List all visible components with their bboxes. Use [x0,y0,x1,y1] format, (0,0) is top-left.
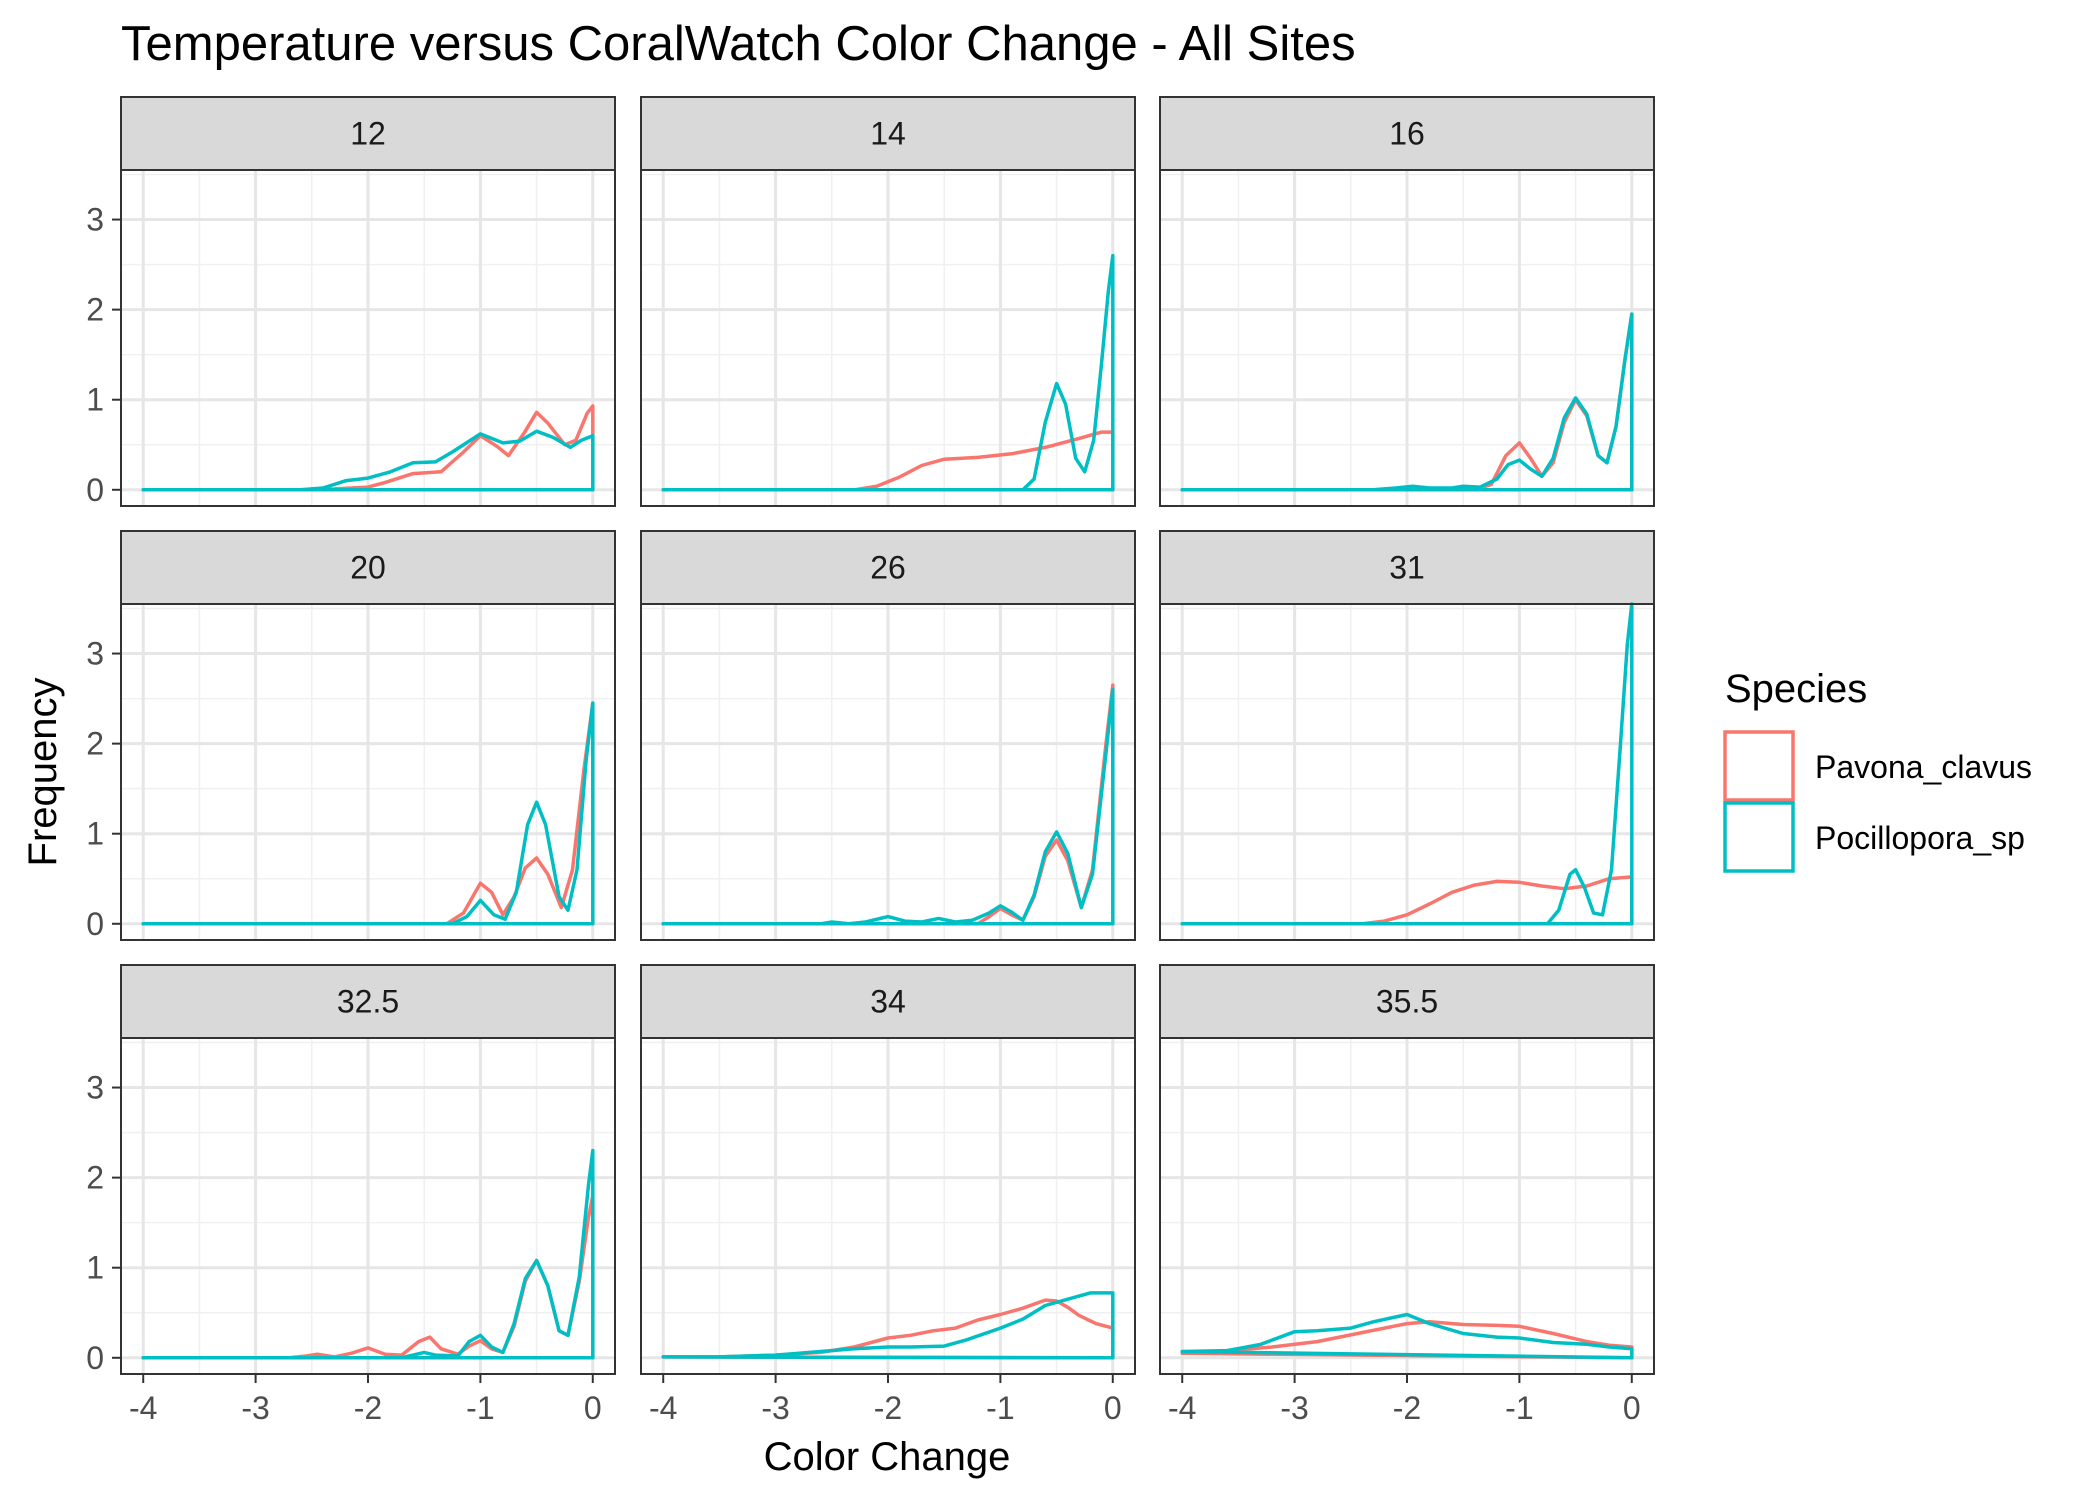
x-axis-title: Color Change [764,1435,1011,1479]
facet-panel-32-5: 32.5 0 1 2 3 -4 -3 -2 -1 0 [86,964,616,1426]
density-line-pocillopora-sp [661,253,1115,492]
panel-border [120,603,616,941]
y-tick-label: 0 [86,906,104,942]
facet-strip [1159,530,1655,605]
y-tick-label: 3 [86,202,104,238]
facet-strip-label: 35.5 [1376,984,1438,1020]
legend-key-pavona-clavus [1723,730,1795,802]
facet-panel-16: 16 [1159,96,1655,507]
density-line-pocillopora-sp [661,687,1115,926]
x-tick-label: -3 [1280,1390,1308,1426]
x-tick-label: -4 [129,1390,157,1426]
facet-panel-14: 14 [640,96,1136,507]
y-tick-label: 1 [86,382,104,418]
facet-strip [120,96,616,171]
facet-strip-label: 26 [870,550,906,586]
y-tick-label: 2 [86,1160,104,1196]
density-line-pocillopora-sp [661,1291,1115,1360]
facet-strip [120,964,616,1039]
legend-label-pocillopora-sp: Pocillopora_sp [1815,820,2025,856]
y-tick-label: 2 [86,726,104,762]
x-tick-label: -2 [1393,1390,1421,1426]
panel-border [1159,169,1655,507]
density-line-pocillopora-sp [1180,1312,1634,1360]
facet-strip-label: 14 [870,116,906,152]
facet-strip-label: 31 [1389,550,1425,586]
x-tick-label: -2 [354,1390,382,1426]
y-tick-label: 2 [86,292,104,328]
facet-panel-20: 20 0 1 2 3 [86,530,616,942]
facet-strip-label: 20 [350,550,386,586]
density-line-pocillopora-sp [141,701,595,926]
x-tick-label: -4 [1168,1390,1196,1426]
facet-strip [1159,96,1655,171]
density-line-pavona-clavus [1180,1320,1634,1360]
legend: Species Pavona_clavus Pocillopora_sp [1723,667,2032,873]
x-tick-label: 0 [1104,1390,1122,1426]
density-line-pavona-clavus [141,404,595,492]
x-tick-label: -2 [874,1390,902,1426]
density-line-pocillopora-sp [1180,312,1634,492]
y-tick-label: 1 [86,816,104,852]
x-tick-label: 0 [584,1390,602,1426]
density-line-pavona-clavus [661,430,1115,492]
panel-border [1159,603,1655,941]
panel-border [640,169,1136,507]
facet-strip-label: 32.5 [337,984,399,1020]
legend-label-pavona-clavus: Pavona_clavus [1815,749,2032,785]
x-tick-label: -1 [466,1390,494,1426]
chart-title: Temperature versus CoralWatch Color Chan… [121,17,1356,71]
x-tick-label: -3 [761,1390,789,1426]
y-tick-label: 3 [86,636,104,672]
facet-strip-label: 12 [350,116,386,152]
facet-strip [640,530,1136,605]
y-tick-label: 0 [86,1340,104,1376]
legend-key-pocillopora-sp [1723,801,1795,873]
facet-panel-34: 34 -4 -3 -2 -1 0 [640,964,1136,1426]
x-tick-label: -3 [241,1390,269,1426]
y-tick-label: 3 [86,1070,104,1106]
density-line-pocillopora-sp [1180,602,1634,926]
y-axis-title: Frequency [21,678,65,867]
x-tick-label: -1 [986,1390,1014,1426]
density-line-pavona-clavus [1180,875,1634,926]
facet-strip [120,530,616,605]
legend-title: Species [1725,667,1867,711]
y-tick-label: 1 [86,1250,104,1286]
x-tick-label: -4 [649,1390,677,1426]
density-line-pocillopora-sp [141,429,595,492]
panel-border [120,169,616,507]
facet-panel-31: 31 [1159,530,1655,941]
facet-strip [640,964,1136,1039]
facet-strip-label: 16 [1389,116,1425,152]
density-line-pocillopora-sp [141,1148,595,1360]
y-tick-label: 0 [86,472,104,508]
facet-strip-label: 34 [870,984,906,1020]
panel-border [640,603,1136,941]
facet-panel-26: 26 [640,530,1136,941]
x-tick-label: 0 [1623,1390,1641,1426]
facet-panel-35-5: 35.5 -4 -3 -2 -1 0 [1159,964,1655,1426]
facet-strip [1159,964,1655,1039]
x-tick-label: -1 [1505,1390,1533,1426]
